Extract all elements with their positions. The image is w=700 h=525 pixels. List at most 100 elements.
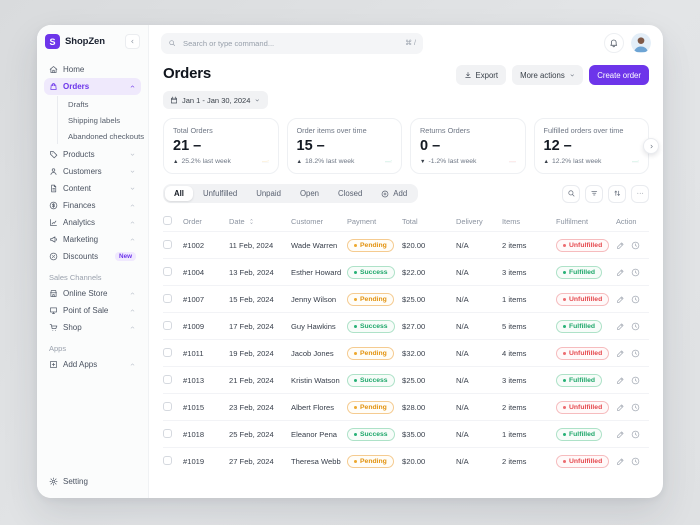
tab-unfulfilled[interactable]: Unfulfilled [202, 189, 238, 198]
filter-tabs: All Unfulfilled Unpaid Open Closed Add [163, 184, 419, 203]
sidebar-item-label: Point of Sale [63, 306, 109, 315]
tab-open[interactable]: Open [299, 189, 320, 198]
sidebar-subitem-shipping-labels[interactable]: Shipping labels [68, 115, 121, 125]
table-row[interactable]: #1002 11 Feb, 2024 Wade Warren Pending $… [163, 231, 649, 258]
topbar: ⌘ / [149, 25, 663, 61]
date-range-picker[interactable]: Jan 1 - Jan 30, 2024 [163, 91, 268, 109]
order-id: #1011 [183, 348, 204, 358]
table-row[interactable]: #1018 25 Feb, 2024 Eleanor Pena Success … [163, 420, 649, 447]
edit-order-icon[interactable] [616, 403, 625, 412]
order-total: $20.00 [402, 456, 426, 466]
table-search-button[interactable] [562, 184, 580, 203]
sidebar-item-discounts[interactable]: Discounts New [44, 248, 141, 265]
sidebar-item-orders[interactable]: Orders [44, 78, 141, 95]
sidebar-item-marketing[interactable]: Marketing [44, 231, 141, 248]
sidebar-collapse-button[interactable] [125, 34, 140, 49]
table-row[interactable]: #1013 21 Feb, 2024 Kristin Watson Succes… [163, 366, 649, 393]
sidebar-item-finances[interactable]: Finances [44, 197, 141, 214]
sidebar-item-shop[interactable]: Shop [44, 319, 141, 336]
sidebar-item-label: Home [63, 65, 85, 74]
row-checkbox[interactable] [163, 401, 172, 411]
trend-arrow-icon: ▲ [296, 158, 302, 165]
megaphone-icon [49, 235, 58, 244]
sidebar-item-online-store[interactable]: Online Store [44, 285, 141, 302]
row-checkbox[interactable] [163, 455, 172, 465]
order-items: 1 items [502, 429, 527, 439]
filter-button[interactable] [585, 184, 603, 203]
edit-order-icon[interactable] [616, 430, 625, 439]
tab-add[interactable]: Add [372, 186, 416, 201]
sidebar-subitem-drafts[interactable]: Drafts [68, 99, 89, 109]
download-icon [464, 71, 472, 79]
row-checkbox[interactable] [163, 374, 172, 384]
order-id: #1013 [183, 375, 205, 385]
sidebar-item-setting[interactable]: Setting [44, 473, 141, 490]
search-input[interactable] [181, 37, 401, 49]
edit-order-icon[interactable] [616, 349, 625, 358]
sidebar-item-add-apps[interactable]: Add Apps [44, 356, 141, 373]
carousel-next-button[interactable] [643, 138, 659, 154]
row-checkbox[interactable] [163, 293, 172, 303]
order-history-icon[interactable] [631, 457, 640, 466]
search-box[interactable]: ⌘ / [161, 32, 423, 54]
sidebar-item-point-of-sale[interactable]: Point of Sale [44, 302, 141, 319]
row-checkbox[interactable] [163, 347, 172, 357]
sidebar-item-products[interactable]: Products [44, 146, 141, 163]
order-history-icon[interactable] [631, 430, 640, 439]
table-row[interactable]: #1007 15 Feb, 2024 Jenny Wilson Pending … [163, 285, 649, 312]
order-history-icon[interactable] [631, 403, 640, 412]
row-checkbox[interactable] [163, 239, 172, 249]
stat-card-title: Total Orders [173, 126, 213, 135]
tab-closed[interactable]: Closed [338, 189, 363, 198]
sidebar-subitem-abandoned-checkouts[interactable]: Abandoned checkouts [68, 131, 145, 141]
table-row[interactable]: #1019 27 Feb, 2024 Theresa Webb Pending … [163, 447, 649, 474]
payment-status-badge: Success [347, 427, 395, 441]
payment-status-badge: Pending [347, 346, 394, 360]
row-checkbox[interactable] [163, 320, 172, 330]
table-row[interactable]: #1009 17 Feb, 2024 Guy Hawkins Success $… [163, 312, 649, 339]
edit-order-icon[interactable] [616, 241, 625, 250]
orders-table: Order Date Customer Payment Total Delive… [163, 211, 649, 498]
notifications-button[interactable] [604, 33, 624, 53]
search-icon [567, 189, 576, 198]
more-options-button[interactable] [631, 184, 649, 203]
payment-status-badge: Success [347, 373, 395, 387]
order-total: $27.00 [402, 321, 426, 331]
sidebar-item-home[interactable]: Home [44, 61, 141, 78]
order-history-icon[interactable] [631, 241, 640, 250]
order-history-icon[interactable] [631, 349, 640, 358]
trend-change-text: -1.2% last week [428, 158, 477, 165]
table-row[interactable]: #1015 23 Feb, 2024 Albert Flores Pending… [163, 393, 649, 420]
order-history-icon[interactable] [631, 376, 640, 385]
order-history-icon[interactable] [631, 295, 640, 304]
create-order-button[interactable]: Create order [589, 65, 649, 85]
fulfilment-status-badge: Unfulfilled [556, 292, 610, 306]
brand-name: ShopZen [65, 36, 105, 47]
edit-order-icon[interactable] [616, 457, 625, 466]
export-button[interactable]: Export [455, 65, 507, 85]
tab-unpaid[interactable]: Unpaid [256, 189, 281, 198]
sidebar-item-content[interactable]: Content [44, 180, 141, 197]
column-header-date[interactable]: Date [229, 217, 291, 226]
order-history-icon[interactable] [631, 322, 640, 331]
select-all-checkbox[interactable] [163, 215, 172, 225]
order-date: 27 Feb, 2024 [229, 456, 274, 466]
fulfilment-status-badge: Unfulfilled [556, 238, 610, 252]
edit-order-icon[interactable] [616, 295, 625, 304]
sidebar-item-customers[interactable]: Customers [44, 163, 141, 180]
calendar-icon [170, 96, 178, 104]
date-range-value: Jan 1 - Jan 30, 2024 [182, 95, 251, 105]
row-checkbox[interactable] [163, 266, 172, 276]
table-row[interactable]: #1011 19 Feb, 2024 Jacob Jones Pending $… [163, 339, 649, 366]
table-row[interactable]: #1004 13 Feb, 2024 Esther Howard Success… [163, 258, 649, 285]
sort-button[interactable] [608, 184, 626, 203]
edit-order-icon[interactable] [616, 322, 625, 331]
user-avatar[interactable] [631, 33, 651, 53]
edit-order-icon[interactable] [616, 268, 625, 277]
more-actions-button[interactable]: More actions [512, 65, 584, 85]
row-checkbox[interactable] [163, 428, 172, 438]
edit-order-icon[interactable] [616, 376, 625, 385]
order-history-icon[interactable] [631, 268, 640, 277]
tab-all[interactable]: All [165, 186, 193, 201]
sidebar-item-analytics[interactable]: Analytics [44, 214, 141, 231]
